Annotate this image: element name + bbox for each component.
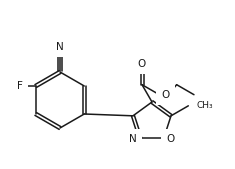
Text: CH₃: CH₃ [196,101,213,110]
Text: O: O [161,90,169,100]
Text: O: O [138,59,146,69]
Text: N: N [56,42,64,52]
Text: O: O [167,134,175,144]
Text: N: N [129,134,137,144]
Text: F: F [17,81,23,91]
